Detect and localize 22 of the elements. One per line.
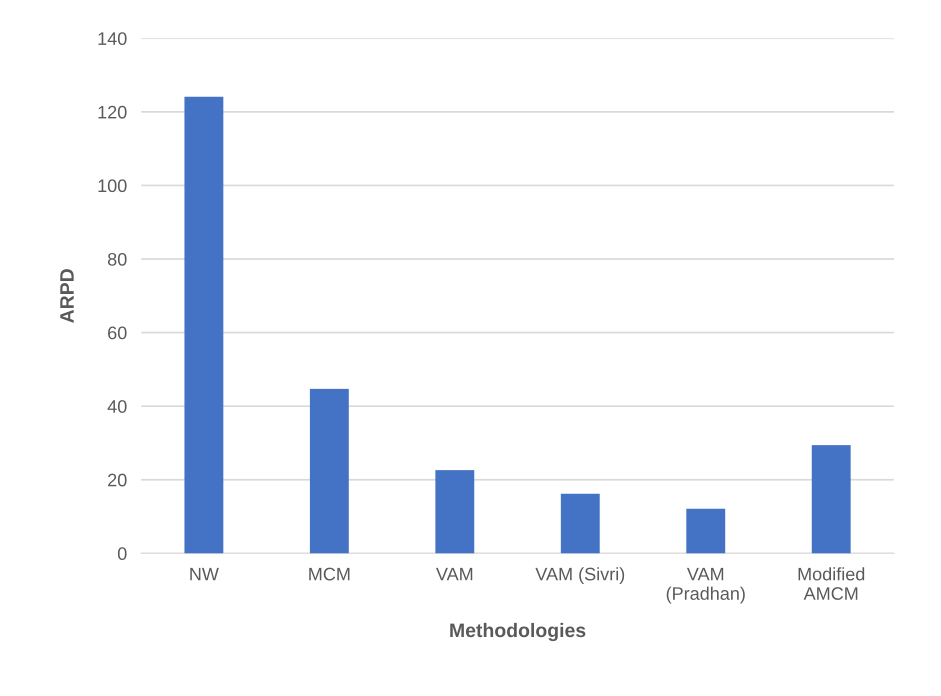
bar [435,470,474,554]
y-tick-label: 0 [118,547,127,560]
bar [310,388,349,554]
bar [812,445,851,554]
x-tick-label: MCM [309,568,350,580]
y-tick-label: 140 [98,32,127,45]
y-axis-title: ARPD [60,269,74,323]
y-tick-label: 60 [108,326,127,340]
y-tick-label: 20 [108,474,127,486]
x-tick-label: Modified AMCM [798,567,864,600]
y-tick-label: 100 [98,179,127,192]
x-tick-label: VAM [436,568,472,580]
bar [560,494,600,554]
y-tick-label: 80 [108,252,127,266]
bar [184,96,224,554]
x-tick-label: VAM (Sivri) [535,567,624,584]
y-tick-label: 40 [108,400,127,413]
bar [686,508,726,554]
x-tick-label: NW [190,568,219,580]
x-tick-label: VAM (Pradhan) [666,568,745,604]
y-tick-label: 120 [98,106,127,119]
x-axis-title: Methodologies [450,622,586,642]
